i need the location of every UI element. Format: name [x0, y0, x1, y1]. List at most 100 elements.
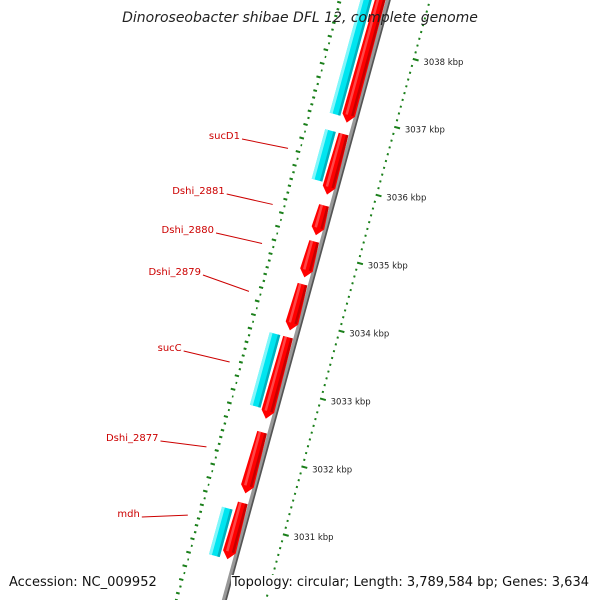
minor-tick [362, 241, 365, 244]
minor-tick [290, 506, 293, 509]
gc-mark [214, 449, 219, 452]
gc-mark [247, 334, 251, 337]
gc-mark [334, 14, 338, 18]
gc-mark [182, 564, 188, 568]
gc-mark [327, 34, 333, 38]
tick-label: 3038 kbp [423, 58, 463, 68]
gc-mark [316, 82, 320, 86]
gc-mark [196, 517, 201, 520]
gene-label-leader [202, 274, 250, 292]
gc-mark [210, 462, 216, 466]
minor-tick [368, 220, 371, 224]
major-tick [338, 329, 345, 334]
gene-arrow-highlight [264, 336, 288, 411]
cds-feature-block [209, 506, 233, 558]
gc-mark [190, 537, 195, 541]
minor-tick [382, 166, 386, 170]
minor-tick [397, 112, 401, 115]
gc-mark [331, 21, 336, 25]
gc-mark [254, 299, 260, 303]
gc-mark [203, 497, 206, 500]
cds-feature-block [311, 129, 336, 182]
gc-mark [199, 510, 203, 514]
gc-mark [175, 591, 180, 595]
gc-mark [316, 75, 321, 79]
gene-label-leader [183, 350, 230, 363]
minor-tick [308, 438, 312, 441]
gene-arrow-highlight [345, 0, 380, 115]
accession-label: Accession: NC_009952 [8, 575, 158, 590]
major-tick [282, 533, 289, 537]
minor-tick [388, 146, 391, 149]
gc-mark [313, 89, 318, 93]
minor-tick [314, 417, 317, 421]
minor-tick [340, 322, 343, 326]
gene-arrow-shadow [320, 206, 329, 230]
minor-tick [418, 37, 421, 41]
gc-mark [217, 442, 221, 446]
cds-feature-shadow [337, 0, 372, 116]
gc-mark [287, 184, 292, 188]
gc-mark [336, 7, 340, 11]
minor-tick [379, 180, 382, 183]
gene-label-leader [226, 193, 273, 205]
minor-tick [295, 485, 299, 489]
major-tick [412, 57, 419, 62]
gc-mark [272, 245, 275, 249]
minor-tick [377, 186, 380, 190]
minor-tick [297, 478, 300, 482]
minor-tick [380, 173, 384, 176]
cds-feature-highlight [209, 506, 225, 555]
gene-arrow-shadow [270, 337, 293, 413]
cds-feature-highlight [311, 129, 329, 180]
minor-tick [369, 214, 373, 217]
gc-mark [312, 96, 316, 99]
gc-mark [289, 177, 294, 181]
minor-tick [406, 78, 410, 81]
gene-label: sucD1 [209, 131, 240, 142]
gc-mark [319, 61, 325, 65]
gc-mark [307, 109, 312, 113]
minor-tick [384, 159, 388, 163]
gene-arrow-shadow [331, 134, 349, 189]
minor-tick [349, 288, 352, 292]
minor-tick [312, 424, 315, 428]
gc-mark [218, 435, 223, 439]
major-tick [319, 397, 327, 401]
minor-tick [351, 282, 354, 285]
minor-tick [329, 363, 332, 366]
minor-tick [303, 458, 306, 462]
gc-mark [186, 550, 192, 554]
minor-tick [330, 356, 334, 360]
minor-tick [284, 526, 287, 529]
major-tick [301, 465, 308, 469]
gc-mark [179, 585, 182, 588]
gc-mark [250, 312, 256, 317]
gc-mark [234, 374, 240, 378]
minor-tick [280, 540, 284, 543]
gc-mark [271, 238, 277, 242]
gc-mark [265, 265, 269, 269]
gene-arrow-shadow [294, 284, 308, 325]
gene-arrow-highlight [288, 283, 302, 323]
minor-tick [278, 546, 282, 550]
gene-label: Dshi_2877 [106, 433, 158, 444]
gc-mark [247, 326, 253, 330]
tick-label: 3031 kbp [294, 533, 334, 543]
tick-label: 3035 kbp [368, 262, 408, 272]
minor-tick [371, 207, 375, 210]
gc-mark [262, 279, 266, 283]
gc-mark [310, 102, 314, 106]
gene-label-leader [141, 514, 188, 518]
minor-tick [421, 23, 425, 27]
minor-tick [265, 594, 269, 597]
tick-label: 3036 kbp [386, 194, 426, 204]
cds-feature-shadow [258, 334, 281, 408]
minor-tick [299, 472, 302, 475]
minor-tick [403, 91, 406, 95]
cds-feature-shadow [217, 508, 233, 558]
backbone-shadow [224, 0, 391, 600]
gene-arrow-highlight [303, 240, 314, 270]
cds-feature-shadow [319, 131, 336, 182]
